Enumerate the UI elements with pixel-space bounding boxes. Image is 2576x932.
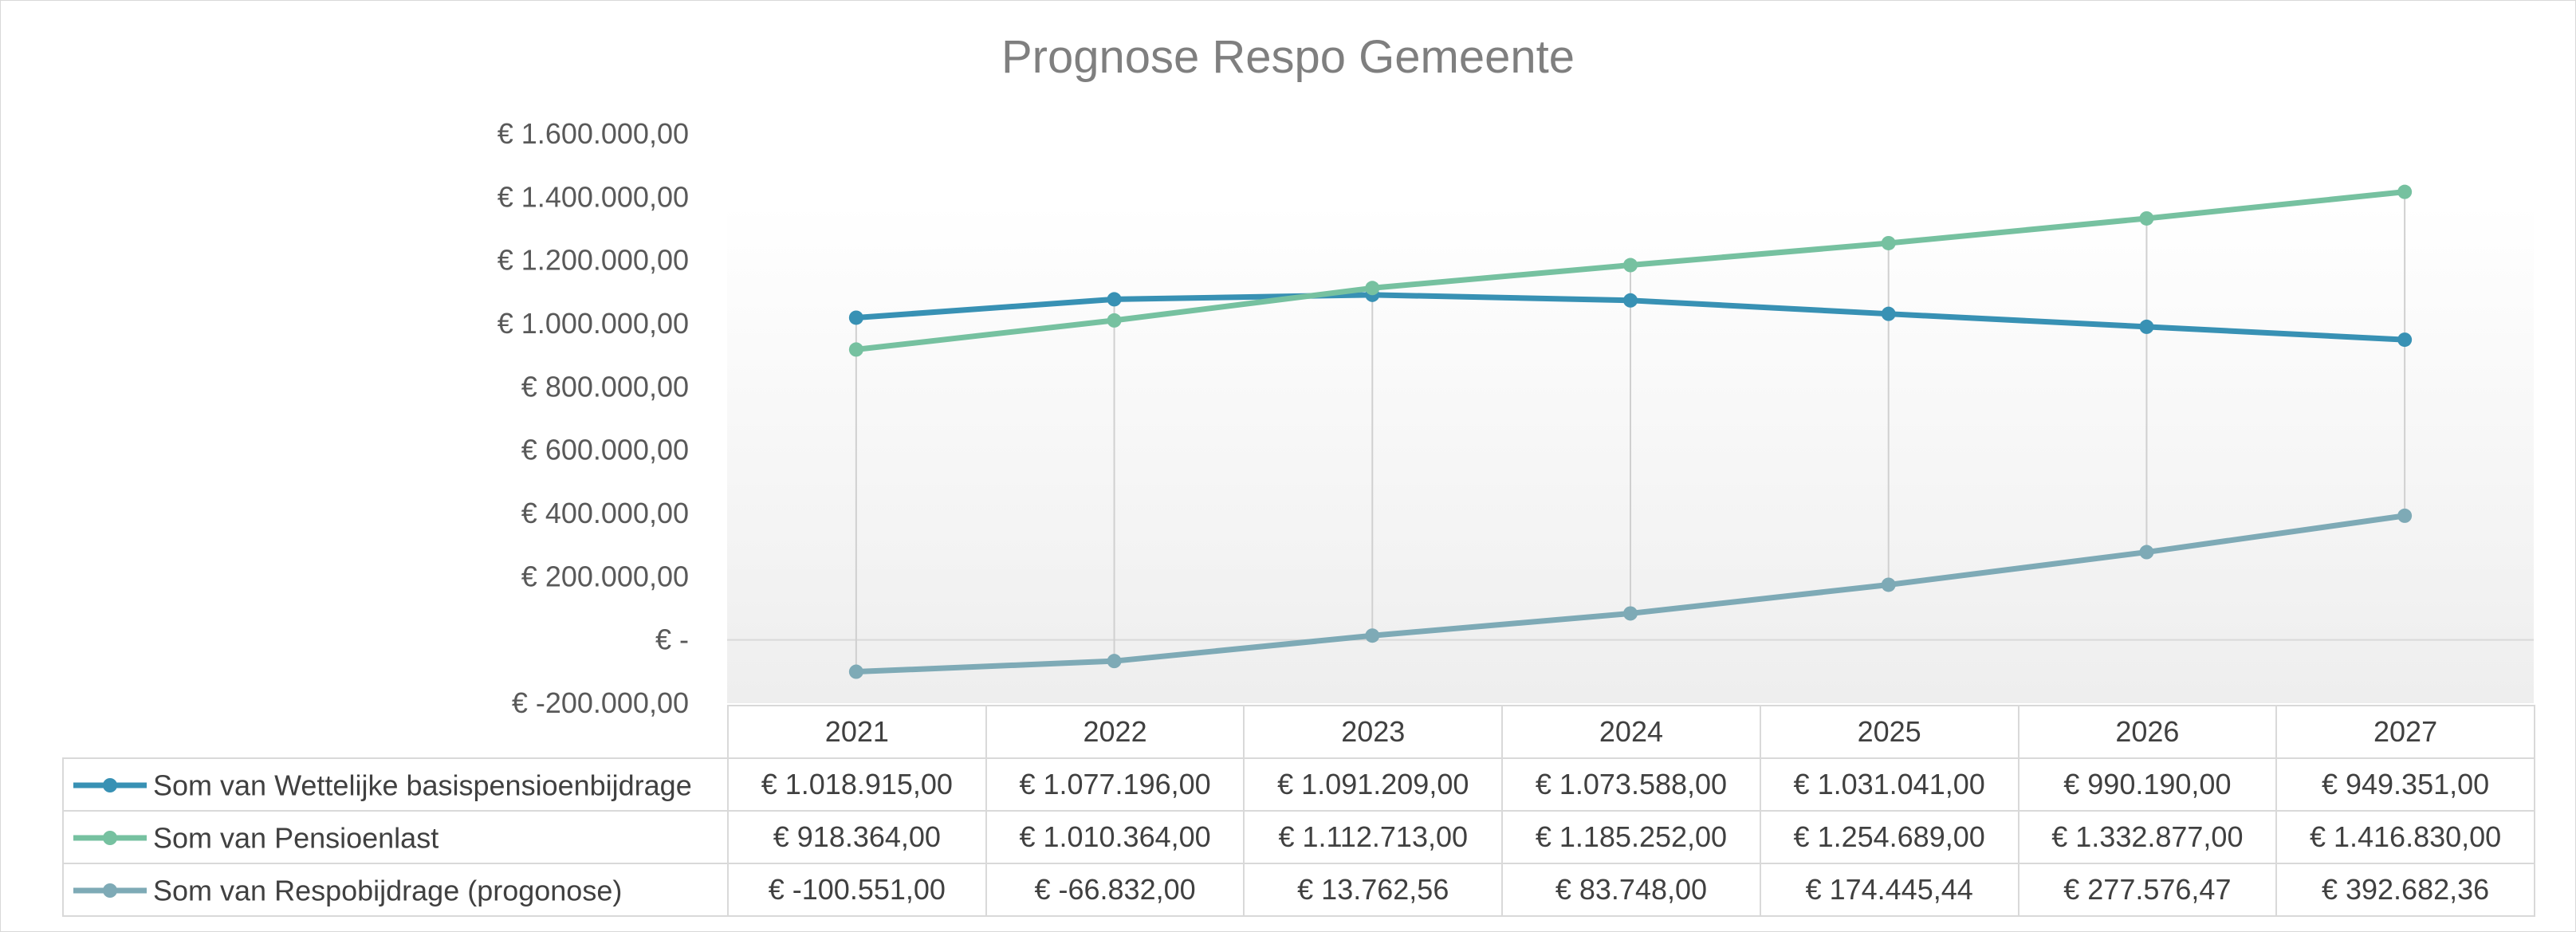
data-value-cell: € 949.351,00 bbox=[2275, 757, 2535, 812]
data-value-cell: € 1.416.830,00 bbox=[2275, 810, 2535, 864]
x-category-label: 2023 bbox=[1243, 705, 1504, 759]
data-point bbox=[1107, 292, 1122, 307]
data-point bbox=[2139, 545, 2154, 560]
series-name: Som van Respobijdrage (progonose) bbox=[153, 874, 623, 907]
data-value-cell: € 918.364,00 bbox=[727, 810, 987, 864]
data-point bbox=[2397, 508, 2413, 523]
series-name: Som van Wettelijke basispensioenbijdrage bbox=[153, 769, 692, 802]
x-category-label: 2024 bbox=[1501, 705, 1761, 759]
y-tick-label: € 1.000.000,00 bbox=[498, 307, 689, 340]
legend-key-icon bbox=[73, 883, 147, 899]
data-point bbox=[2397, 184, 2413, 199]
x-category-label: 2025 bbox=[1759, 705, 2020, 759]
data-value-cell: € 1.332.877,00 bbox=[2017, 810, 2278, 864]
data-point bbox=[2397, 332, 2413, 348]
data-value-cell: € 1.073.588,00 bbox=[1501, 757, 1761, 812]
y-tick-label: € 800.000,00 bbox=[521, 370, 689, 403]
data-value-cell: € 83.748,00 bbox=[1501, 863, 1761, 917]
data-value-cell: € 1.010.364,00 bbox=[985, 810, 1245, 864]
legend-key-icon bbox=[73, 778, 147, 793]
data-value-cell: € 1.077.196,00 bbox=[985, 757, 1245, 812]
data-point bbox=[1881, 235, 1896, 250]
y-tick-label: € - bbox=[655, 623, 689, 656]
y-tick-label: € 200.000,00 bbox=[521, 560, 689, 592]
table-row: Som van Pensioenlast € 918.364,00 € 1.010.… bbox=[62, 810, 2535, 864]
legend-key-icon bbox=[73, 831, 147, 846]
data-point bbox=[848, 664, 863, 679]
table-row: Som van Wettelijke basispensioenbijdrage… bbox=[62, 757, 2535, 812]
data-value-cell: € 1.031.041,00 bbox=[1759, 757, 2020, 812]
data-point bbox=[1365, 628, 1380, 643]
data-value-cell: € 1.018.915,00 bbox=[727, 757, 987, 812]
series-name: Som van Pensioenlast bbox=[153, 821, 439, 855]
data-point bbox=[1881, 577, 1896, 592]
x-category-label: 2027 bbox=[2275, 705, 2535, 759]
y-tick-label: € 1.600.000,00 bbox=[498, 117, 689, 150]
y-tick-label: € 600.000,00 bbox=[521, 434, 689, 466]
data-point bbox=[2139, 210, 2154, 226]
series-legend-cell: Som van Wettelijke basispensioenbijdrage bbox=[62, 757, 729, 812]
data-value-cell: € 277.576,47 bbox=[2017, 863, 2278, 917]
data-point bbox=[1365, 281, 1380, 296]
data-value-cell: € -66.832,00 bbox=[985, 863, 1245, 917]
table-corner bbox=[63, 706, 729, 759]
data-point bbox=[1623, 293, 1638, 308]
data-point bbox=[1623, 258, 1638, 273]
y-tick-label: € 1.200.000,00 bbox=[498, 244, 689, 277]
x-category-label: 2022 bbox=[985, 705, 1245, 759]
x-category-label: 2026 bbox=[2017, 705, 2278, 759]
data-table: 2021 2022 2023 2024 2025 2026 2027 Som van Wett… bbox=[62, 705, 2535, 917]
series-legend-cell: Som van Pensioenlast bbox=[62, 810, 729, 864]
x-category-label: 2021 bbox=[727, 705, 987, 759]
data-point bbox=[2139, 319, 2154, 334]
chart-title: Prognose Respo Gemeente bbox=[1001, 31, 1575, 83]
data-value-cell: € 990.190,00 bbox=[2017, 757, 2278, 812]
table-row: Som van Respobijdrage (progonose) € -100.… bbox=[62, 863, 2535, 917]
data-point bbox=[848, 342, 863, 357]
data-point bbox=[1107, 654, 1122, 669]
y-tick-label: € 400.000,00 bbox=[521, 497, 689, 529]
data-point bbox=[1881, 306, 1896, 321]
data-value-cell: € 1.185.252,00 bbox=[1501, 810, 1761, 864]
data-value-cell: € 392.682,36 bbox=[2275, 863, 2535, 917]
data-value-cell: € 1.254.689,00 bbox=[1759, 810, 2020, 864]
data-value-cell: € -100.551,00 bbox=[727, 863, 987, 917]
data-point bbox=[1107, 313, 1122, 328]
data-value-cell: € 1.112.713,00 bbox=[1243, 810, 1504, 864]
data-point bbox=[848, 310, 863, 325]
series-legend-cell: Som van Respobijdrage (progonose) bbox=[62, 863, 729, 917]
y-tick-label: € 1.400.000,00 bbox=[498, 180, 689, 213]
data-point bbox=[1623, 606, 1638, 621]
data-value-cell: € 13.762,56 bbox=[1243, 863, 1504, 917]
data-value-cell: € 174.445,44 bbox=[1759, 863, 2020, 917]
data-value-cell: € 1.091.209,00 bbox=[1243, 757, 1504, 812]
